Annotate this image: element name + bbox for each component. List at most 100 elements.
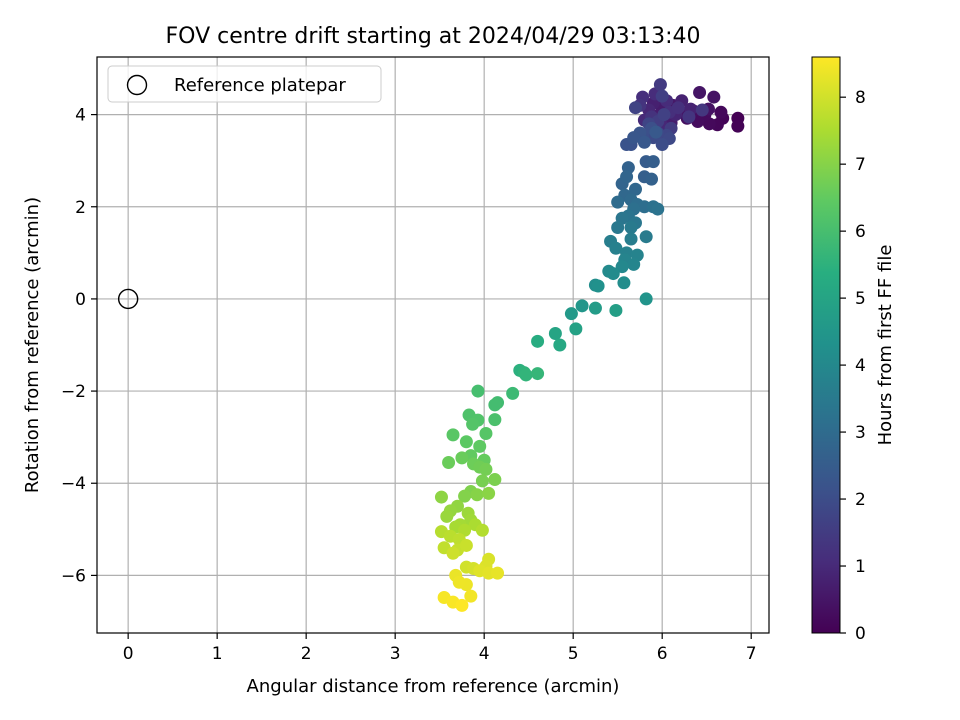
data-point [588, 301, 602, 315]
data-point [455, 451, 469, 465]
data-point [575, 299, 589, 313]
data-point [531, 334, 545, 348]
data-point [482, 486, 496, 500]
data-point [446, 428, 460, 442]
data-point [446, 546, 460, 560]
data-point [628, 101, 642, 115]
x-axis-label: Angular distance from reference (arcmin) [247, 676, 620, 697]
x-tick-label: 7 [746, 644, 757, 664]
data-point [479, 462, 493, 476]
chart-title: FOV centre drift starting at 2024/04/29 … [166, 24, 701, 49]
data-point [569, 322, 583, 336]
legend: Reference platepar [107, 65, 382, 103]
x-axis: 0 1 2 3 4 5 6 7 [123, 633, 757, 664]
plot-frame [96, 56, 770, 634]
data-point [637, 200, 651, 214]
data-point [458, 489, 472, 503]
data-point [459, 435, 473, 449]
data-point [606, 267, 620, 281]
data-point [655, 89, 669, 103]
data-point [617, 276, 631, 290]
y-tick-label: −6 [61, 566, 86, 586]
data-point [440, 509, 454, 523]
colorbar-tick-label: 0 [855, 624, 866, 644]
colorbar-tick-label: 1 [855, 557, 866, 577]
colorbar-tick-label: 5 [855, 289, 866, 309]
data-point [655, 138, 669, 152]
data-point [452, 575, 466, 589]
colorbar-ticks: 0 1 2 3 4 5 6 7 8 [840, 88, 866, 644]
data-point [639, 230, 653, 244]
colorbar-tick-label: 3 [855, 423, 866, 443]
y-axis: −6 −4 −2 0 2 4 [61, 106, 97, 586]
data-point [609, 241, 623, 255]
data-point [459, 538, 473, 552]
data-point [657, 108, 671, 122]
x-tick-label: 4 [479, 644, 490, 664]
data-point [482, 566, 496, 580]
data-point [471, 384, 485, 398]
data-point [682, 110, 696, 124]
colorbar [811, 56, 841, 634]
y-tick-label: −4 [61, 474, 86, 494]
data-point [731, 119, 745, 133]
data-point [653, 78, 667, 92]
data-point [548, 326, 562, 340]
data-point [466, 417, 480, 431]
data-point [695, 103, 709, 117]
data-point [611, 195, 625, 209]
data-point [615, 260, 629, 274]
colorbar-tick-label: 8 [855, 88, 866, 108]
data-point [442, 456, 456, 470]
data-point [479, 426, 493, 440]
data-point [637, 135, 651, 149]
data-point [506, 386, 520, 400]
x-tick-label: 6 [657, 644, 668, 664]
data-point [620, 170, 634, 184]
data-point [591, 279, 605, 293]
colorbar-tick-label: 2 [855, 490, 866, 510]
colorbar-tick-label: 4 [855, 356, 866, 376]
data-point [434, 490, 448, 504]
data-point [693, 85, 707, 99]
data-point [491, 566, 505, 580]
data-point [627, 131, 641, 145]
data-point [455, 598, 469, 612]
data-point [553, 338, 567, 352]
data-point [488, 473, 502, 487]
x-tick-label: 5 [568, 644, 579, 664]
x-tick-label: 3 [390, 644, 401, 664]
data-point [646, 155, 660, 169]
y-tick-label: 4 [75, 106, 86, 126]
data-point [531, 367, 545, 381]
legend-marker-icon [126, 74, 148, 96]
data-point [464, 589, 478, 603]
legend-label: Reference platepar [174, 75, 346, 96]
data-point [488, 398, 502, 412]
x-tick-label: 2 [301, 644, 312, 664]
x-tick-label: 1 [212, 644, 223, 664]
colorbar-label: Hours from first FF file [875, 245, 896, 446]
data-point [628, 182, 642, 196]
gridlines [97, 57, 769, 633]
data-point [475, 523, 489, 537]
data-point [649, 125, 663, 139]
y-tick-label: 0 [75, 290, 86, 310]
data-point [564, 307, 578, 321]
data-point [624, 232, 638, 246]
data-point [707, 90, 721, 104]
data-point [627, 257, 641, 271]
colorbar-tick-label: 6 [855, 222, 866, 242]
data-point [671, 101, 685, 115]
data-point [624, 220, 638, 234]
legend-box [107, 65, 382, 103]
y-tick-label: 2 [75, 198, 86, 218]
data-point [639, 292, 653, 306]
data-point [488, 413, 502, 427]
data-point [611, 220, 625, 234]
data-point [475, 474, 489, 488]
colorbar-tick-label: 7 [855, 155, 866, 175]
x-tick-label: 0 [123, 644, 134, 664]
